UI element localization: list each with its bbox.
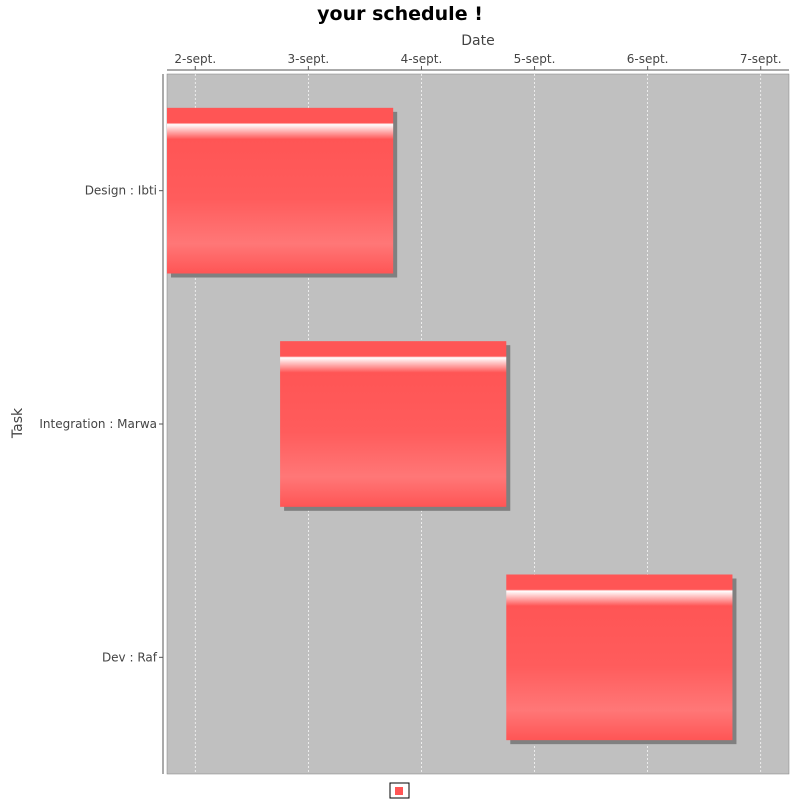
task-bar — [167, 107, 394, 274]
x-tick-label: 7-sept. — [740, 52, 782, 66]
y-tick-label: Integration : Marwa — [39, 417, 157, 431]
task-bar — [506, 574, 733, 741]
x-tick-label: 5-sept. — [514, 52, 556, 66]
task-bars — [167, 107, 737, 745]
legend-swatch — [395, 787, 403, 795]
x-axis-label: Date — [461, 33, 494, 49]
x-tick-label: 6-sept. — [627, 52, 669, 66]
y-tick-label: Design : Ibti — [85, 184, 157, 198]
chart-title: your schedule ! — [317, 3, 483, 25]
y-ticks: Design : Ibti Integration : Marwa Dev : Ra… — [39, 184, 163, 664]
x-tick-label: 3-sept. — [287, 52, 329, 66]
task-bar — [280, 341, 507, 507]
y-axis-label: Task — [10, 407, 26, 439]
x-ticks: 2-sept. 3-sept. 4-sept. 5-sept. 6-sept. 7-sep… — [174, 52, 782, 70]
x-tick-label: 4-sept. — [401, 52, 443, 66]
x-tick-label: 2-sept. — [174, 52, 216, 66]
y-tick-label: Dev : Raf — [102, 650, 158, 664]
legend — [389, 782, 410, 799]
